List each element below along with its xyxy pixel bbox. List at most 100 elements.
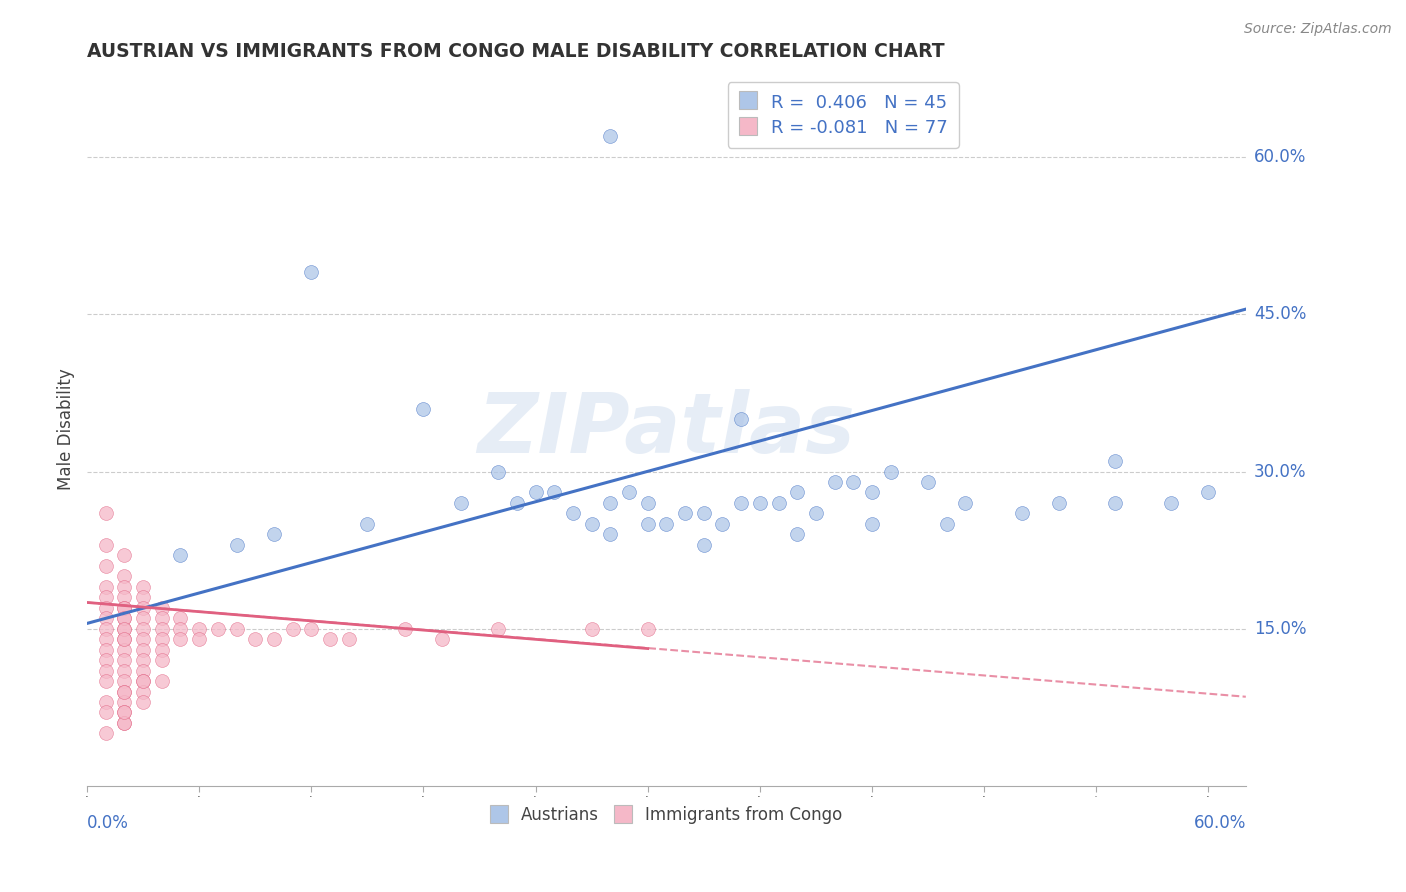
Point xyxy=(132,673,155,688)
Point xyxy=(1104,496,1126,510)
Point xyxy=(673,507,696,521)
Point xyxy=(112,632,135,647)
Point xyxy=(730,496,752,510)
Point xyxy=(112,653,135,667)
Point xyxy=(599,527,621,541)
Point xyxy=(94,632,117,647)
Point xyxy=(562,507,585,521)
Point xyxy=(730,412,752,426)
Point xyxy=(132,653,155,667)
Text: 15.0%: 15.0% xyxy=(1254,620,1306,638)
Point xyxy=(768,496,790,510)
Point xyxy=(486,465,509,479)
Point xyxy=(112,706,135,720)
Point xyxy=(112,673,135,688)
Point xyxy=(112,600,135,615)
Point xyxy=(245,632,267,647)
Point xyxy=(225,538,247,552)
Point xyxy=(94,726,117,740)
Point xyxy=(299,265,322,279)
Point xyxy=(112,715,135,730)
Point xyxy=(581,516,603,531)
Legend: Austrians, Immigrants from Congo: Austrians, Immigrants from Congo xyxy=(481,797,852,834)
Point xyxy=(337,632,360,647)
Point xyxy=(94,558,117,573)
Point xyxy=(450,496,472,510)
Point xyxy=(299,622,322,636)
Point xyxy=(94,642,117,657)
Point xyxy=(132,611,155,625)
Point xyxy=(112,611,135,625)
Point xyxy=(150,632,173,647)
Point xyxy=(132,622,155,636)
Text: Source: ZipAtlas.com: Source: ZipAtlas.com xyxy=(1244,22,1392,37)
Point xyxy=(1011,507,1033,521)
Point xyxy=(786,527,808,541)
Point xyxy=(132,591,155,605)
Point xyxy=(132,684,155,698)
Point xyxy=(94,706,117,720)
Point xyxy=(112,611,135,625)
Point xyxy=(599,129,621,144)
Point xyxy=(132,642,155,657)
Point xyxy=(150,673,173,688)
Point xyxy=(132,632,155,647)
Point xyxy=(150,653,173,667)
Point xyxy=(94,664,117,678)
Point xyxy=(1160,496,1182,510)
Point xyxy=(132,600,155,615)
Point xyxy=(112,684,135,698)
Point xyxy=(112,569,135,583)
Point xyxy=(693,507,716,521)
Point xyxy=(955,496,977,510)
Point xyxy=(188,622,211,636)
Point xyxy=(543,485,565,500)
Point xyxy=(169,622,191,636)
Point xyxy=(617,485,640,500)
Point xyxy=(824,475,846,489)
Point xyxy=(842,475,865,489)
Point xyxy=(637,516,659,531)
Point xyxy=(1104,454,1126,468)
Point xyxy=(94,507,117,521)
Point xyxy=(263,527,285,541)
Point xyxy=(917,475,939,489)
Text: 60.0%: 60.0% xyxy=(1194,814,1246,832)
Point xyxy=(412,401,434,416)
Point xyxy=(1197,485,1219,500)
Point xyxy=(112,642,135,657)
Point xyxy=(94,695,117,709)
Point xyxy=(112,549,135,563)
Point xyxy=(879,465,901,479)
Point xyxy=(524,485,547,500)
Point xyxy=(693,538,716,552)
Point xyxy=(112,622,135,636)
Point xyxy=(94,611,117,625)
Point xyxy=(637,496,659,510)
Point xyxy=(94,600,117,615)
Point xyxy=(169,611,191,625)
Point xyxy=(207,622,229,636)
Point xyxy=(599,496,621,510)
Point xyxy=(225,622,247,636)
Point xyxy=(506,496,529,510)
Text: AUSTRIAN VS IMMIGRANTS FROM CONGO MALE DISABILITY CORRELATION CHART: AUSTRIAN VS IMMIGRANTS FROM CONGO MALE D… xyxy=(87,42,945,61)
Text: ZIPatlas: ZIPatlas xyxy=(478,389,855,470)
Text: 60.0%: 60.0% xyxy=(1254,148,1306,166)
Point xyxy=(150,622,173,636)
Text: 30.0%: 30.0% xyxy=(1254,463,1306,481)
Point xyxy=(1047,496,1070,510)
Point xyxy=(132,580,155,594)
Point xyxy=(94,622,117,636)
Point xyxy=(94,653,117,667)
Text: 45.0%: 45.0% xyxy=(1254,305,1306,324)
Point xyxy=(486,622,509,636)
Point xyxy=(132,695,155,709)
Point xyxy=(786,485,808,500)
Point xyxy=(132,664,155,678)
Point xyxy=(112,591,135,605)
Point xyxy=(655,516,678,531)
Point xyxy=(860,485,883,500)
Point xyxy=(356,516,378,531)
Point xyxy=(112,600,135,615)
